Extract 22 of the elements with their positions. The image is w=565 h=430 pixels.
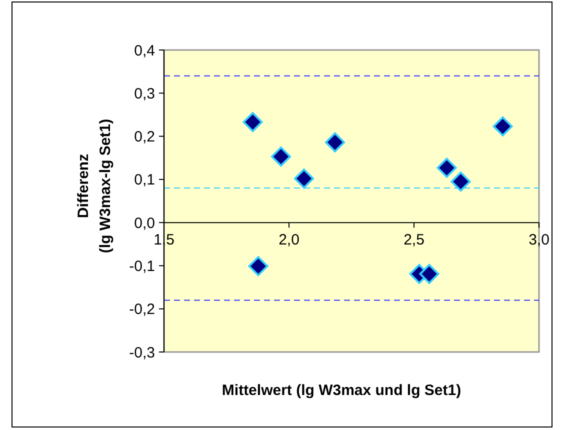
point xyxy=(271,146,291,167)
y-axis-title: Differenz (lg W3max-lg Set1) xyxy=(75,118,114,254)
x-tick-label: 2,5 xyxy=(404,232,424,249)
point xyxy=(450,172,471,192)
y-tick-label: -0,1 xyxy=(129,258,155,275)
point xyxy=(419,264,440,284)
x-tick-label: 3,0 xyxy=(528,232,550,249)
y-tick-label: 0,2 xyxy=(134,128,155,146)
y-tick-label: 0,3 xyxy=(134,85,155,102)
y-tick-label: 0,1 xyxy=(134,172,155,189)
point xyxy=(242,112,263,132)
y-tick-label: -0,3 xyxy=(129,344,155,362)
y-tick-label: 0,4 xyxy=(134,42,155,60)
x-tick-label: 2,0 xyxy=(278,232,300,249)
point xyxy=(294,168,314,189)
point xyxy=(248,256,268,276)
point xyxy=(492,116,513,136)
point xyxy=(325,132,345,152)
x-axis-title: Mittelwert (lg W3max und lg Set1) xyxy=(222,382,462,399)
point xyxy=(436,158,457,178)
y-tick-label: -0,2 xyxy=(129,301,155,318)
y-tick-label: 0,0 xyxy=(134,214,155,232)
